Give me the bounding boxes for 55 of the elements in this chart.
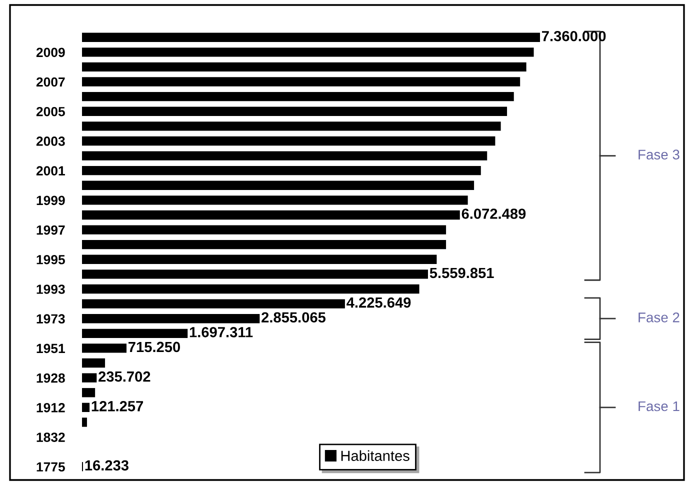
bar [82, 92, 514, 102]
bar [82, 225, 446, 234]
bar [82, 299, 345, 308]
y-tick-label: 1928 [36, 373, 65, 383]
bar [82, 418, 87, 427]
y-tick-label: 1997 [36, 225, 65, 235]
bar [82, 136, 496, 146]
bar [82, 48, 534, 57]
bar [82, 373, 97, 382]
data-label: 6.072.489 [462, 208, 526, 219]
bar [82, 270, 428, 279]
y-tick-label: 2001 [36, 166, 65, 176]
bar [82, 32, 540, 42]
y-tick-label: 2009 [36, 48, 65, 58]
bar [82, 328, 188, 338]
bar [82, 166, 481, 176]
bar [82, 62, 526, 72]
bar [82, 196, 468, 205]
data-label: 121.257 [92, 401, 144, 412]
y-tick-label: 1951 [36, 344, 65, 354]
y-tick-label: 2005 [36, 106, 65, 116]
data-label: 16.233 [85, 460, 128, 471]
bar [82, 358, 106, 368]
y-tick-label: 1993 [36, 284, 65, 294]
y-tick-label: 1995 [36, 254, 65, 264]
y-tick-label: 2003 [36, 136, 65, 146]
data-label: 4.225.649 [346, 297, 411, 308]
bar [82, 344, 127, 353]
text: Fase 3 [638, 150, 680, 160]
bar [82, 151, 488, 160]
y-tick-label: 1832 [36, 432, 65, 442]
data-label: 2.855.065 [262, 312, 326, 323]
y-tick-label: 1775 [36, 462, 65, 472]
bar [82, 388, 96, 398]
y-tick-label: 1912 [36, 402, 65, 412]
text: Fase 2 [638, 312, 680, 322]
data-label: 715.250 [128, 342, 180, 352]
bar [82, 240, 446, 250]
data-label: 235.702 [98, 371, 150, 382]
bar [82, 210, 460, 220]
bar [82, 254, 437, 264]
y-tick-label: 1999 [36, 196, 65, 206]
bar [82, 122, 501, 131]
bar [82, 106, 508, 116]
text: Fase 1 [638, 401, 680, 412]
bar [82, 77, 520, 86]
data-label: 5.559.851 [430, 268, 494, 278]
bar [82, 314, 260, 324]
y-tick-label: 2007 [36, 77, 65, 87]
bar [82, 284, 420, 294]
y-tick-label: 1973 [36, 314, 65, 324]
bar [82, 402, 90, 412]
bar [82, 180, 474, 190]
data-label: 1.697.311 [190, 327, 253, 338]
legend-label: Habitantes [341, 450, 410, 461]
